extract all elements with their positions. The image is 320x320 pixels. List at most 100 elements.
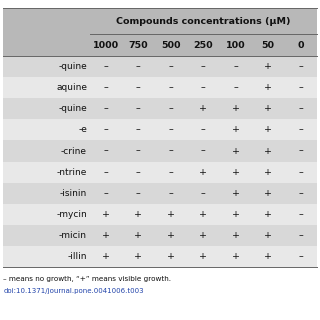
Text: –: – bbox=[168, 147, 173, 156]
Text: –: – bbox=[298, 252, 303, 261]
Text: +: + bbox=[232, 168, 240, 177]
Text: +: + bbox=[232, 189, 240, 198]
Text: –: – bbox=[233, 83, 238, 92]
Text: +: + bbox=[199, 210, 207, 219]
Text: +: + bbox=[199, 231, 207, 240]
Text: –: – bbox=[233, 62, 238, 71]
Text: +: + bbox=[232, 210, 240, 219]
Text: +: + bbox=[232, 252, 240, 261]
Text: –: – bbox=[103, 189, 108, 198]
Text: +: + bbox=[167, 231, 175, 240]
Text: –: – bbox=[136, 147, 141, 156]
Text: +: + bbox=[232, 147, 240, 156]
Text: +: + bbox=[264, 189, 272, 198]
Text: +: + bbox=[264, 125, 272, 134]
Text: 250: 250 bbox=[193, 41, 213, 50]
Text: –: – bbox=[103, 62, 108, 71]
Text: +: + bbox=[264, 147, 272, 156]
Text: -isinin: -isinin bbox=[60, 189, 87, 198]
Text: –: – bbox=[298, 83, 303, 92]
Text: +: + bbox=[264, 83, 272, 92]
Text: +: + bbox=[264, 168, 272, 177]
Bar bbox=[3, 77, 317, 98]
Text: –: – bbox=[298, 62, 303, 71]
Bar bbox=[3, 246, 317, 267]
Text: –: – bbox=[201, 147, 205, 156]
Bar bbox=[3, 162, 317, 183]
Bar bbox=[3, 34, 317, 56]
Bar bbox=[3, 119, 317, 140]
Text: 0: 0 bbox=[297, 41, 304, 50]
Text: –: – bbox=[103, 125, 108, 134]
Text: –: – bbox=[136, 189, 141, 198]
Text: –: – bbox=[298, 147, 303, 156]
Text: –: – bbox=[136, 168, 141, 177]
Text: –: – bbox=[168, 62, 173, 71]
Text: –: – bbox=[136, 62, 141, 71]
Text: –: – bbox=[298, 189, 303, 198]
Text: –: – bbox=[168, 125, 173, 134]
Text: – means no growth, “+” means visible growth.: – means no growth, “+” means visible gro… bbox=[3, 276, 171, 282]
Text: –: – bbox=[298, 104, 303, 113]
Text: +: + bbox=[264, 252, 272, 261]
Text: -micin: -micin bbox=[59, 231, 87, 240]
Text: –: – bbox=[201, 189, 205, 198]
Text: –: – bbox=[136, 83, 141, 92]
Text: +: + bbox=[102, 210, 110, 219]
Text: –: – bbox=[103, 104, 108, 113]
Text: -illin: -illin bbox=[68, 252, 87, 261]
Text: –: – bbox=[136, 104, 141, 113]
Bar bbox=[3, 140, 317, 162]
Text: –: – bbox=[103, 147, 108, 156]
Text: 50: 50 bbox=[262, 41, 275, 50]
Text: -quine: -quine bbox=[58, 104, 87, 113]
Text: –: – bbox=[168, 83, 173, 92]
Text: +: + bbox=[232, 125, 240, 134]
Text: -ntrine: -ntrine bbox=[57, 168, 87, 177]
Text: -quine: -quine bbox=[58, 62, 87, 71]
Text: +: + bbox=[264, 104, 272, 113]
Text: 500: 500 bbox=[161, 41, 180, 50]
Text: –: – bbox=[201, 62, 205, 71]
Text: +: + bbox=[134, 231, 142, 240]
Text: –: – bbox=[298, 168, 303, 177]
Text: –: – bbox=[103, 83, 108, 92]
Text: –: – bbox=[168, 189, 173, 198]
Text: –: – bbox=[298, 231, 303, 240]
Text: –: – bbox=[201, 83, 205, 92]
Bar bbox=[3, 183, 317, 204]
Text: +: + bbox=[134, 252, 142, 261]
Bar bbox=[3, 204, 317, 225]
Text: –: – bbox=[103, 168, 108, 177]
Text: –: – bbox=[168, 168, 173, 177]
Text: 100: 100 bbox=[226, 41, 245, 50]
Text: aquine: aquine bbox=[56, 83, 87, 92]
Text: –: – bbox=[168, 104, 173, 113]
Bar bbox=[3, 56, 317, 77]
Text: +: + bbox=[264, 231, 272, 240]
Text: +: + bbox=[264, 210, 272, 219]
Text: +: + bbox=[102, 252, 110, 261]
Text: -e: -e bbox=[78, 125, 87, 134]
Bar bbox=[3, 225, 317, 246]
Text: –: – bbox=[201, 125, 205, 134]
Text: 1000: 1000 bbox=[93, 41, 119, 50]
Text: -mycin: -mycin bbox=[56, 210, 87, 219]
Text: –: – bbox=[298, 210, 303, 219]
Text: +: + bbox=[199, 252, 207, 261]
Text: +: + bbox=[134, 210, 142, 219]
Text: +: + bbox=[102, 231, 110, 240]
Text: +: + bbox=[167, 210, 175, 219]
Text: +: + bbox=[232, 104, 240, 113]
Text: Compounds concentrations (μM): Compounds concentrations (μM) bbox=[116, 17, 291, 26]
Text: +: + bbox=[232, 231, 240, 240]
Text: +: + bbox=[167, 252, 175, 261]
Text: –: – bbox=[136, 125, 141, 134]
Text: 750: 750 bbox=[128, 41, 148, 50]
Bar bbox=[3, 98, 317, 119]
Text: +: + bbox=[264, 62, 272, 71]
Text: doi:10.1371/journal.pone.0041006.t003: doi:10.1371/journal.pone.0041006.t003 bbox=[3, 288, 144, 294]
Text: +: + bbox=[199, 168, 207, 177]
Text: +: + bbox=[199, 104, 207, 113]
Text: -crine: -crine bbox=[61, 147, 87, 156]
